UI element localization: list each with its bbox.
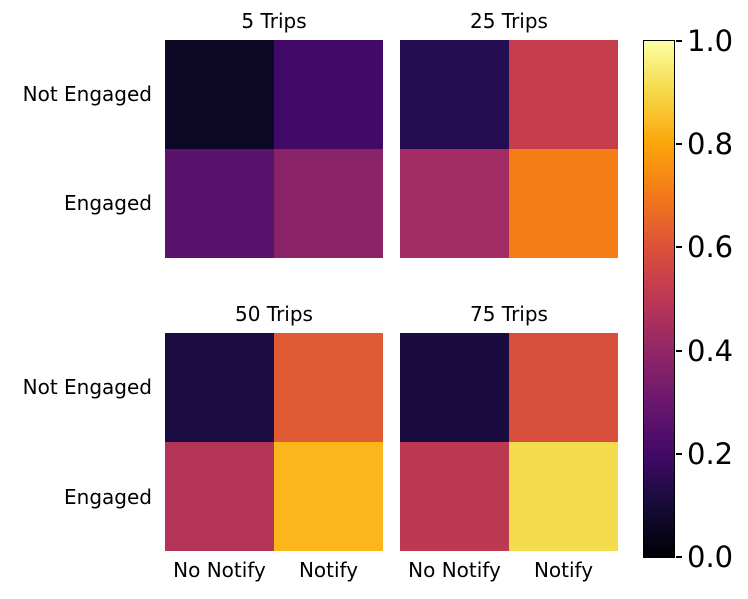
heatmap-cell	[274, 40, 383, 149]
colorbar-tick-mark	[676, 246, 682, 249]
heatmap-75-trips	[400, 333, 618, 551]
heatmap-cell	[400, 333, 509, 442]
heatmap-cell	[274, 333, 383, 442]
heatmap-cell	[274, 149, 383, 258]
heatmap-cell	[509, 40, 618, 149]
ylabel-not-engaged-bottom: Not Engaged	[22, 375, 152, 399]
colorbar-tick-label: 0.2	[687, 436, 734, 471]
heatmap-cell	[165, 149, 274, 258]
ylabel-not-engaged-top: Not Engaged	[22, 82, 152, 106]
colorbar-tick-label: 0.4	[687, 333, 734, 368]
colorbar-ticks: 0.0 0.2 0.4 0.6 0.8 1.0	[676, 24, 748, 574]
xlabel-notify: Notify	[298, 558, 359, 582]
colorbar-tick-label: 0.8	[687, 127, 734, 162]
heatmap-5-trips	[165, 40, 383, 258]
heatmap-25-trips	[400, 40, 618, 258]
colorbar-tick-mark	[676, 452, 682, 455]
colorbar-tick-label: 0.0	[687, 540, 734, 574]
xlabel-notify: Notify	[533, 558, 594, 582]
heatmap-cell	[400, 442, 509, 551]
heatmap-cell	[165, 442, 274, 551]
heatmap-cell	[400, 149, 509, 258]
colorbar-tick-label: 1.0	[687, 24, 734, 58]
colorbar-tick-label: 0.6	[687, 230, 734, 265]
colorbar-tick-mark	[676, 143, 682, 146]
colorbar-tick-mark	[676, 40, 682, 42]
heatmap-cell	[165, 40, 274, 149]
subplot-title-5-trips: 5 Trips	[241, 9, 307, 33]
heatmap-50-trips	[165, 333, 383, 551]
xlabels-75-trips: No Notify Notify	[400, 558, 618, 582]
xlabel-no-notify: No Notify	[408, 558, 501, 582]
subplot-title-75-trips: 75 Trips	[470, 302, 548, 326]
heatmap-cell	[165, 333, 274, 442]
subplot-title-25-trips: 25 Trips	[470, 9, 548, 33]
heatmap-cell	[400, 40, 509, 149]
heatmap-cell	[509, 333, 618, 442]
heatmap-cell	[274, 442, 383, 551]
colorbar-gradient	[643, 40, 675, 558]
colorbar-tick-mark	[676, 556, 682, 558]
xlabels-50-trips: No Notify Notify	[165, 558, 383, 582]
subplot-title-50-trips: 50 Trips	[235, 302, 313, 326]
heatmap-cell	[509, 149, 618, 258]
colorbar-tick-mark	[676, 349, 682, 352]
xlabel-no-notify: No Notify	[173, 558, 266, 582]
heatmap-cell	[509, 442, 618, 551]
ylabel-engaged-top: Engaged	[64, 191, 152, 215]
ylabel-engaged-bottom: Engaged	[64, 485, 152, 509]
